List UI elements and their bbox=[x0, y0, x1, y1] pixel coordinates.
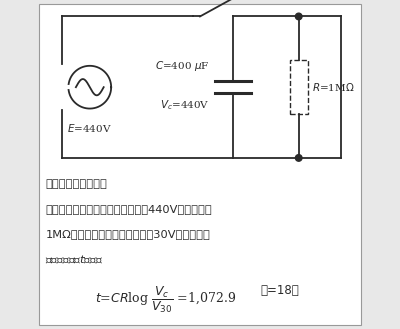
Text: $R$=1M$\Omega$: $R$=1M$\Omega$ bbox=[312, 81, 354, 93]
Text: 初期条件としてコンデンサーに440V充電され、: 初期条件としてコンデンサーに440V充電され、 bbox=[45, 204, 212, 214]
Text: $C$=400 $\mu$F: $C$=400 $\mu$F bbox=[156, 59, 210, 73]
Text: $V_c$=440V: $V_c$=440V bbox=[160, 98, 210, 112]
Text: $t$=$CR$log $\dfrac{V_c}{V_{30}}$ =1,072.9: $t$=$CR$log $\dfrac{V_c}{V_{30}}$ =1,072… bbox=[95, 285, 236, 315]
Bar bbox=[290, 60, 308, 114]
Text: ［放電時間の計算］: ［放電時間の計算］ bbox=[45, 179, 107, 189]
Text: $E$=440V: $E$=440V bbox=[68, 122, 112, 134]
Text: に要する時間$t$秒は、: に要する時間$t$秒は、 bbox=[45, 253, 104, 265]
Circle shape bbox=[296, 155, 302, 161]
Text: 1MΩの放電抗抗棒により電圧が30Vに低下する: 1MΩの放電抗抗棒により電圧が30Vに低下する bbox=[45, 229, 210, 239]
Text: 秒=18分: 秒=18分 bbox=[261, 284, 300, 297]
Circle shape bbox=[296, 13, 302, 20]
FancyBboxPatch shape bbox=[40, 4, 360, 325]
